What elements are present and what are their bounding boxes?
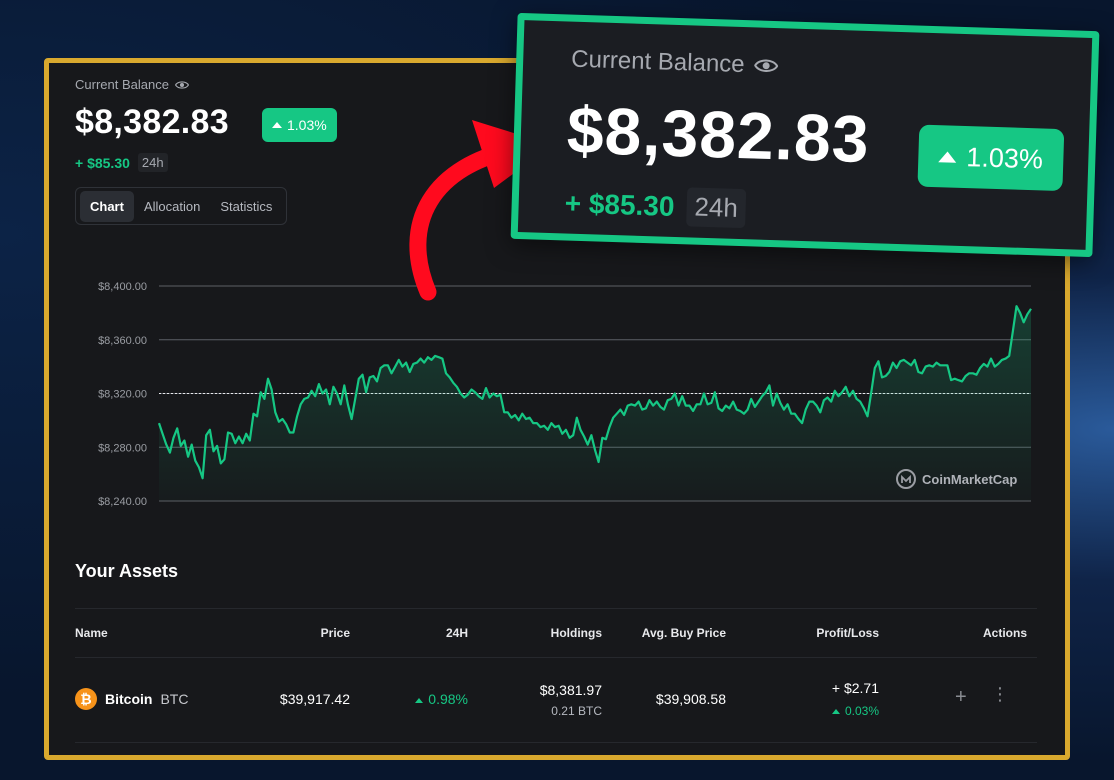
chart-series-line	[157, 305, 1032, 480]
asset-avg-buy-price: $39,908.58	[655, 691, 726, 707]
chart-watermark: CoinMarketCap	[922, 472, 1017, 487]
asset-symbol: BTC	[160, 691, 189, 707]
chart-area-fill	[159, 306, 1031, 501]
eye-icon[interactable]	[174, 78, 189, 92]
balance-chart[interactable]: $8,400.00 $8,360.00 $8,320.00 $8,280.00 $8,2…	[79, 261, 1039, 511]
current-balance-header: Current Balance	[75, 77, 189, 92]
zoom-period-label: 24h	[685, 187, 747, 229]
asset-24h-change: 0.98%	[415, 691, 468, 707]
asset-profit-loss-pct: 0.03%	[844, 704, 879, 718]
zoom-percent-change-badge: 1.03%	[917, 124, 1064, 192]
caret-up-icon	[272, 122, 282, 128]
zoom-current-balance-header: Current Balance	[571, 46, 779, 81]
zoomed-balance-callout: Current Balance $8,382.83 1.03% + $85.30…	[510, 12, 1100, 258]
add-transaction-icon[interactable]: +	[955, 686, 967, 708]
caret-up-icon	[415, 697, 424, 703]
asset-price: $39,917.42	[279, 691, 350, 707]
tab-chart[interactable]: Chart	[80, 190, 134, 222]
bitcoin-icon: ₿	[75, 688, 97, 710]
assets-table: Name Price 24H Holdings Avg. Buy Price P…	[75, 608, 1037, 743]
y-tick-label: $8,280.00	[98, 442, 147, 454]
asset-24h-value: 0.98%	[428, 691, 468, 707]
y-tick-label: $8,400.00	[98, 281, 147, 293]
col-price[interactable]: Price	[320, 626, 350, 640]
y-tick-label: $8,240.00	[98, 496, 147, 508]
coinmarketcap-logo	[896, 469, 916, 489]
percent-change-value: 1.03%	[287, 117, 327, 133]
more-options-icon[interactable]: ⋮	[991, 684, 1009, 704]
col-actions: Actions	[982, 626, 1027, 640]
col-24h[interactable]: 24H	[445, 626, 468, 640]
table-header: Name Price 24H Holdings Avg. Buy Price P…	[75, 608, 1037, 657]
asset-profit-loss: + $2.71	[831, 680, 879, 696]
zoom-balance-change-value: + $85.30	[564, 186, 675, 222]
balance-change-value: + $85.30	[75, 154, 130, 171]
col-profit-loss[interactable]: Profit/Loss	[816, 626, 879, 640]
col-name[interactable]: Name	[75, 626, 108, 640]
zoom-balance-change: + $85.30 24h	[564, 183, 747, 229]
percent-change-badge: 1.03%	[262, 108, 337, 142]
balance-change: + $85.30 24h	[75, 153, 168, 172]
current-balance-label: Current Balance	[75, 77, 169, 92]
col-avg-buy-price[interactable]: Avg. Buy Price	[641, 626, 726, 640]
view-tabs: Chart Allocation Statistics	[75, 187, 288, 225]
caret-up-icon	[938, 150, 957, 163]
zoom-percent-change-value: 1.03%	[965, 141, 1044, 174]
tab-allocation[interactable]: Allocation	[143, 198, 201, 214]
period-label: 24h	[137, 153, 168, 172]
y-tick-label: $8,360.00	[98, 335, 147, 347]
y-tick-label: $8,320.00	[98, 389, 147, 401]
caret-up-icon	[831, 709, 840, 715]
zoom-balance-value: $8,382.83	[565, 92, 871, 177]
asset-name-cell[interactable]: ₿ Bitcoin BTC	[75, 688, 188, 710]
tab-statistics[interactable]: Statistics	[220, 198, 273, 214]
col-holdings[interactable]: Holdings	[550, 626, 602, 640]
asset-holdings-amount: 0.21 BTC	[551, 704, 602, 718]
asset-profit-loss-pct-cell: 0.03%	[831, 704, 879, 718]
zoom-current-balance-label: Current Balance	[570, 45, 746, 79]
assets-title: Your Assets	[75, 561, 179, 581]
table-row[interactable]: ₿ Bitcoin BTC $39,917.42 0.98% $8,381.97…	[75, 657, 1037, 743]
asset-name: Bitcoin	[105, 691, 153, 707]
eye-icon[interactable]	[754, 53, 779, 78]
balance-value: $8,382.83	[75, 103, 229, 141]
asset-holdings-value: $8,381.97	[539, 682, 602, 698]
